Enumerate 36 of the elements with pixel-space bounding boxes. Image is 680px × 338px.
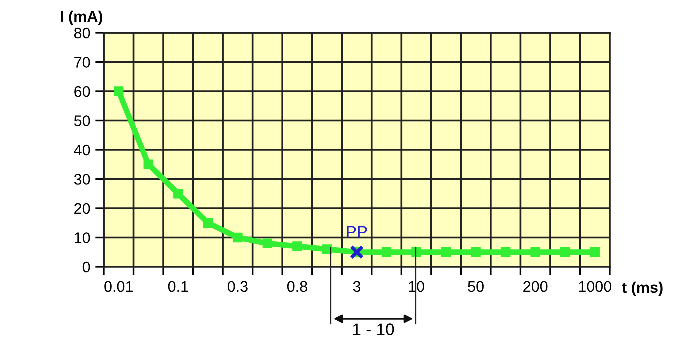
y-tick-label: 30	[74, 174, 90, 185]
x-tick-label: 1000	[579, 281, 612, 292]
point	[471, 248, 481, 258]
x-tick-label: 0.1	[168, 281, 188, 292]
x-tick-label: 3	[353, 281, 361, 292]
point	[382, 248, 392, 258]
point	[174, 189, 184, 199]
point	[322, 244, 332, 254]
y-tick-label: 50	[74, 116, 90, 126]
y-tick-label: 20	[74, 203, 90, 214]
x-tick-label: 200	[524, 281, 548, 292]
point	[500, 248, 511, 258]
y-axis-title: I (mA)	[61, 10, 103, 26]
x-tick-label: 0.8	[287, 281, 308, 292]
y-tick-label: 80	[74, 28, 90, 39]
point	[262, 238, 273, 248]
x-axis-title: t (ms)	[622, 282, 663, 296]
series-label: PP	[347, 226, 368, 238]
point	[560, 248, 570, 258]
text: 1 - 10	[353, 324, 394, 336]
point	[233, 232, 243, 243]
x-tick-label: 0.01	[104, 281, 134, 292]
y-tick-label: 10	[74, 232, 90, 244]
point	[441, 248, 452, 258]
point	[530, 248, 540, 258]
point	[590, 248, 600, 258]
y-tick-label: 0	[82, 262, 90, 273]
y-tick-label: 60	[74, 86, 90, 98]
point	[114, 86, 124, 96]
y-tick-label: 70	[74, 57, 90, 68]
point	[144, 160, 154, 170]
y-tick-label: 40	[74, 144, 90, 156]
x-tick-label: 0.3	[228, 281, 248, 292]
point	[292, 242, 302, 252]
point	[203, 218, 214, 228]
x-tick-label: 50	[468, 281, 484, 292]
